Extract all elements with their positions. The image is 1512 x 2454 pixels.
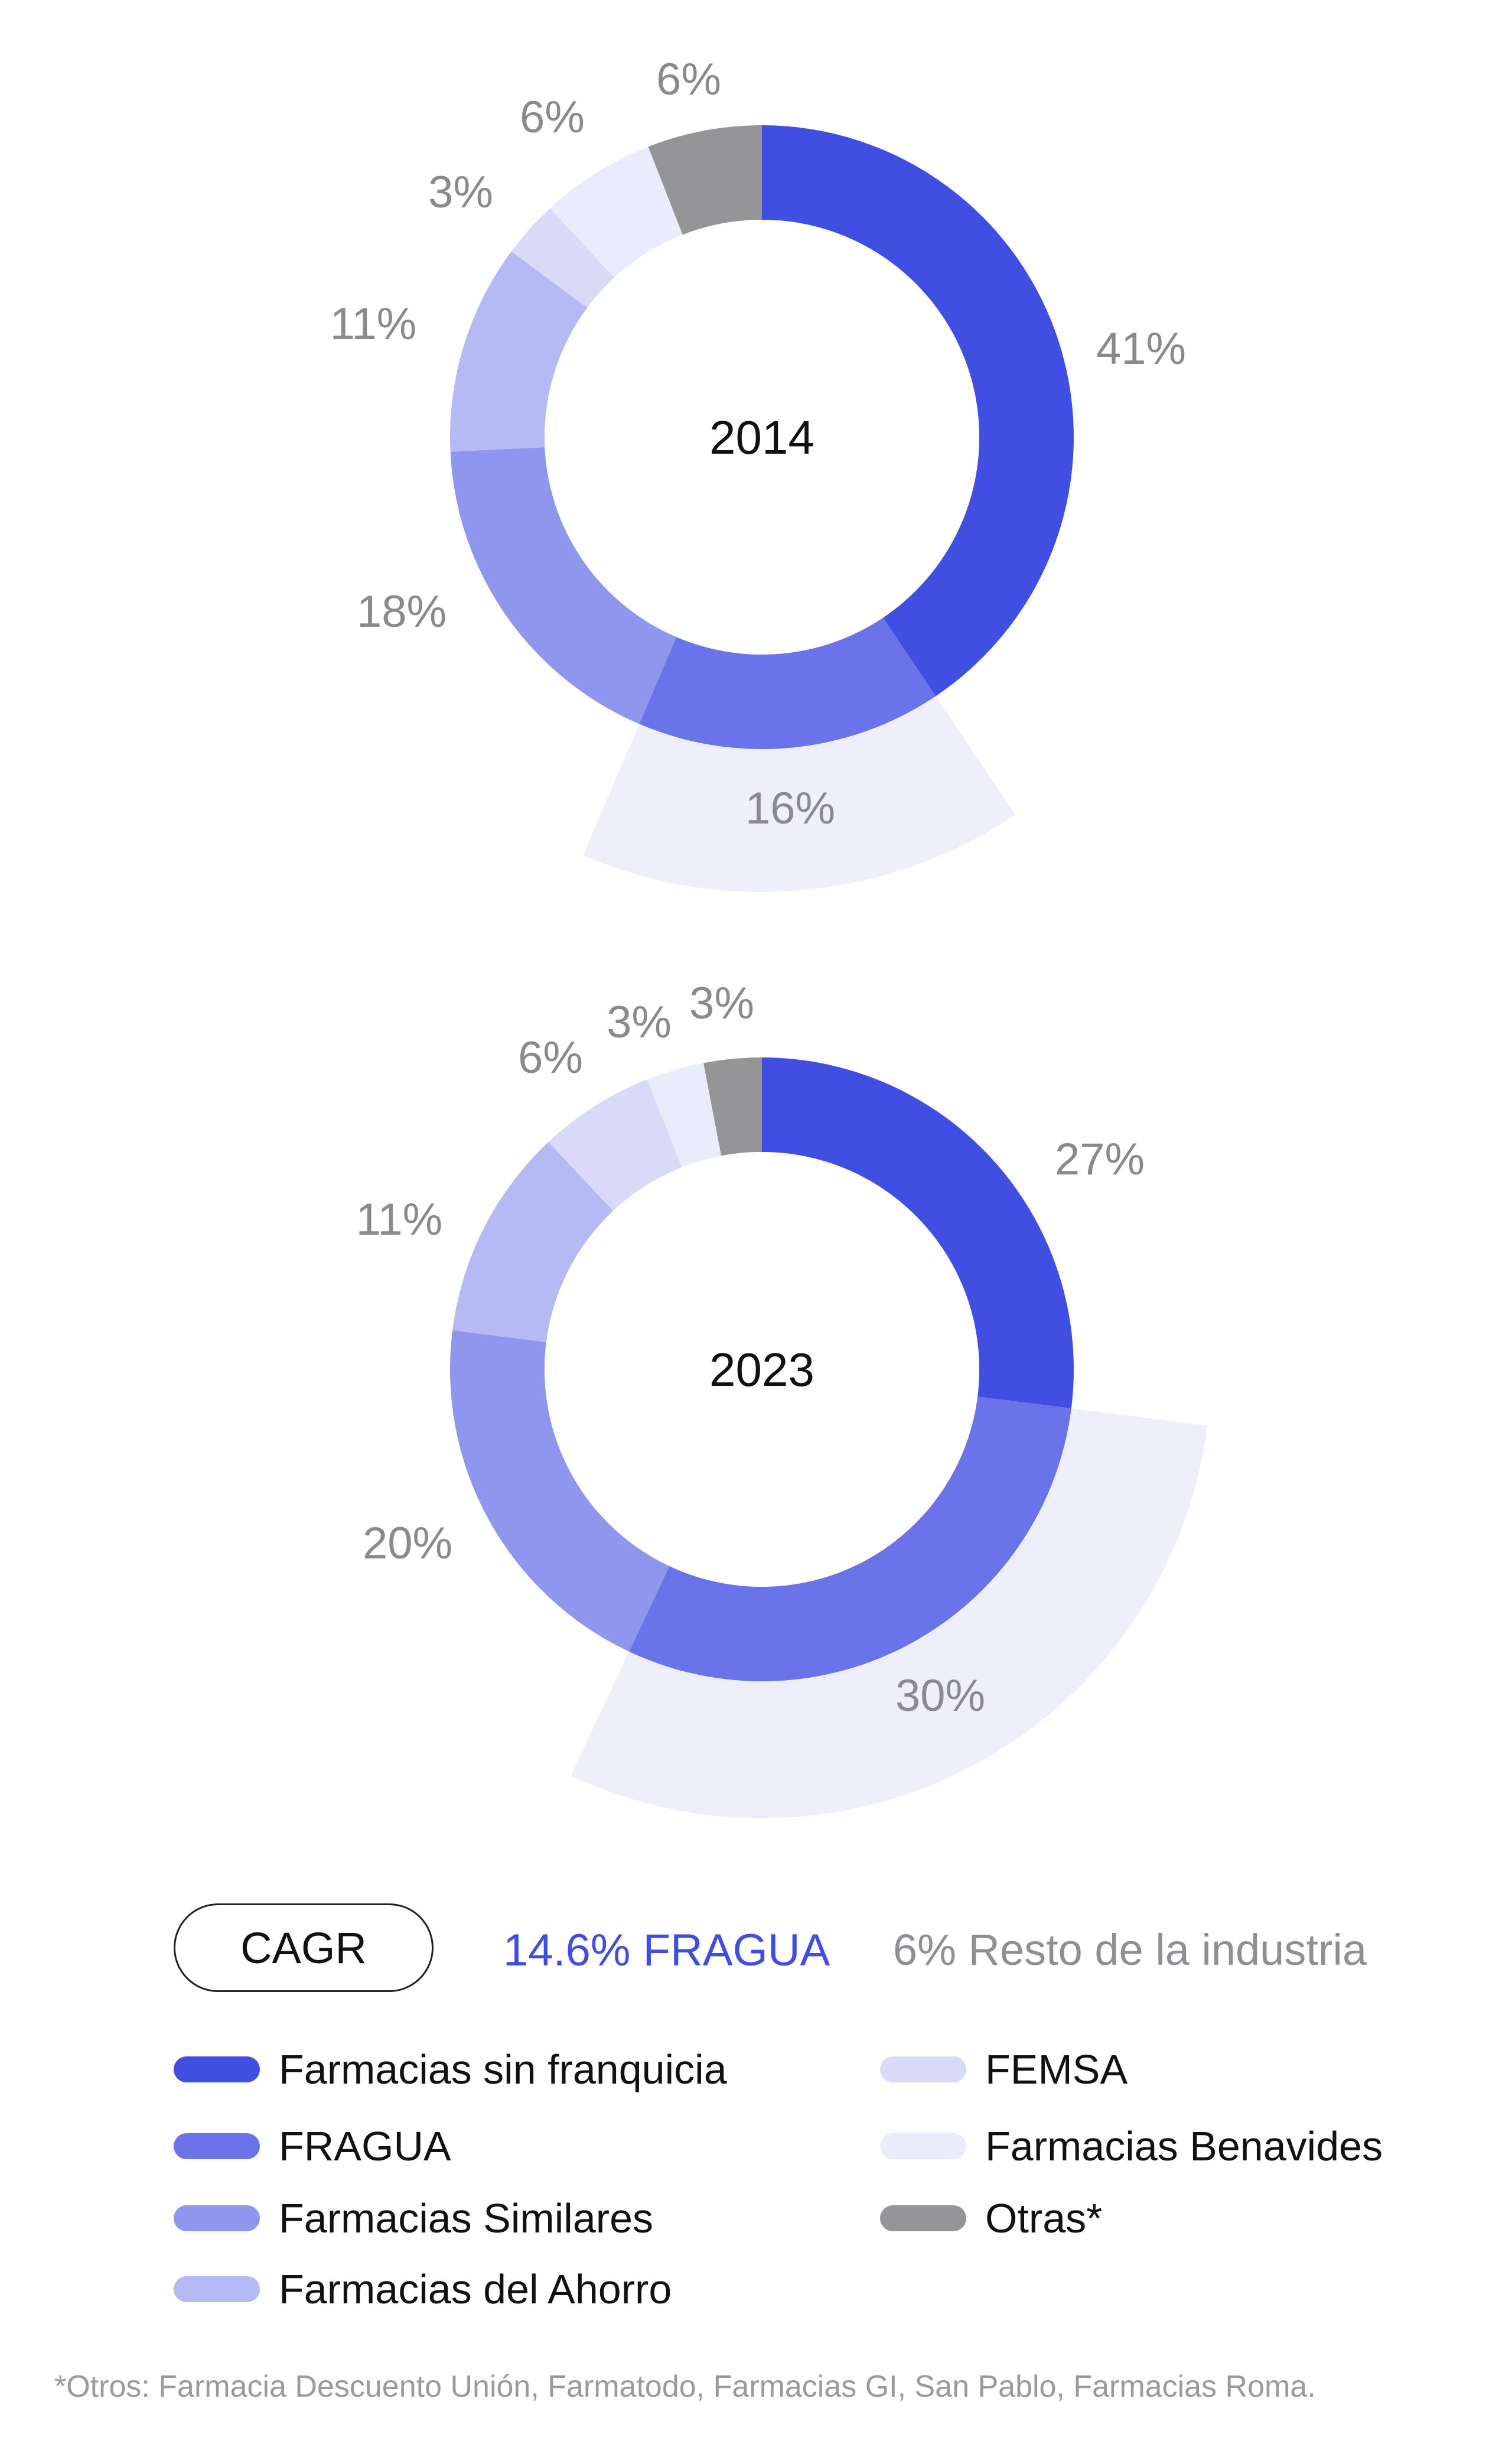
legend-swatch <box>880 2133 966 2159</box>
data-label-otras: 6% <box>656 54 721 105</box>
slice-farmacias-benavides <box>647 1063 722 1167</box>
legend-label: FRAGUA <box>279 2123 451 2169</box>
legend-swatch <box>174 2205 260 2231</box>
legend-swatch <box>880 2205 966 2231</box>
legend-item-otras: Otras* <box>880 2192 1102 2245</box>
data-label-fragua: 30% <box>895 1671 985 1721</box>
legend-swatch <box>174 2276 260 2302</box>
cagr-pill: CAGR <box>174 1903 434 1992</box>
slice-farmacias-del-ahorro <box>449 251 588 452</box>
legend-item-farmacias-del-ahorro: Farmacias del Ahorro <box>174 2263 672 2316</box>
data-label-farmacias-del-ahorro: 11% <box>356 1195 442 1245</box>
data-label-farmacias-similares: 18% <box>357 587 447 637</box>
slice-farmacias-similares <box>449 1330 670 1652</box>
legend-item-farmacias-sin-franquicia: Farmacias sin franquicia <box>174 2043 727 2096</box>
donut-charts: 2014 41% 16% 18% 11% 3% 6% 6% 2023 27% 30% 20% 11% 6… <box>330 54 1208 1818</box>
data-label-fragua: 16% <box>745 783 835 834</box>
chart-center-label: 2014 <box>709 411 814 464</box>
legend-label: Farmacias del Ahorro <box>279 2266 672 2312</box>
data-label-farmacias-benavides: 3% <box>607 997 672 1047</box>
legend-item-femsa: FEMSA <box>880 2043 1128 2096</box>
cagr-industry-value: 6% Resto de la industria <box>893 1925 1367 1974</box>
data-label-farmacias-del-ahorro: 11% <box>330 299 416 349</box>
legend-label: Farmacias Benavides <box>985 2123 1383 2169</box>
legend-label: FEMSA <box>985 2046 1128 2092</box>
slice-fragua <box>639 617 936 749</box>
slice-fragua <box>629 1397 1071 1682</box>
data-label-farmacias-sin-franquicia: 27% <box>1055 1134 1145 1184</box>
data-label-otras: 3% <box>689 978 754 1029</box>
slice-femsa <box>548 1079 682 1211</box>
data-label-femsa: 6% <box>518 1033 583 1083</box>
legend-label: Farmacias sin franquicia <box>279 2046 727 2092</box>
slice-otras <box>703 1057 762 1156</box>
slice-farmacias-sin-franquicia <box>762 125 1074 697</box>
slice-farmacias-benavides <box>550 147 683 278</box>
legend-swatch <box>880 2056 966 2082</box>
footnote: *Otros: Farmacia Descuento Unión, Farmat… <box>54 2370 1316 2404</box>
slice-femsa <box>511 208 615 308</box>
chart-center-label: 2023 <box>709 1343 814 1396</box>
slice-otras <box>648 125 762 235</box>
data-label-farmacias-sin-franquicia: 41% <box>1096 324 1186 374</box>
slice-farmacias-sin-franquicia <box>762 1057 1074 1409</box>
legend-item-farmacias-similares: Farmacias Similares <box>174 2192 653 2245</box>
data-label-farmacias-benavides: 6% <box>520 92 585 142</box>
cagr-row: CAGR 14.6% FRAGUA 6% Resto de la industr… <box>0 1903 1512 1996</box>
legend-swatch <box>174 2056 260 2082</box>
data-label-femsa: 3% <box>428 167 493 217</box>
donut-hole <box>545 220 979 655</box>
data-label-farmacias-similares: 20% <box>363 1518 452 1568</box>
donut-hole <box>545 1152 979 1587</box>
slice-farmacias-del-ahorro <box>452 1142 614 1342</box>
legend-item-farmacias-benavides: Farmacias Benavides <box>880 2120 1383 2173</box>
donut-chart-2014: 2014 41% 16% 18% 11% 3% 6% 6% <box>330 54 1186 892</box>
legend-item-fragua: FRAGUA <box>174 2120 451 2173</box>
legend-swatch <box>174 2133 260 2159</box>
cagr-fragua-value: 14.6% FRAGUA <box>503 1925 830 1975</box>
legend-label: Otras* <box>985 2195 1103 2241</box>
donut-chart-2023: 2023 27% 30% 20% 11% 6% 3% 3% <box>356 978 1208 1818</box>
legend-label: Farmacias Similares <box>279 2195 653 2241</box>
slice-farmacias-similares <box>450 447 677 724</box>
